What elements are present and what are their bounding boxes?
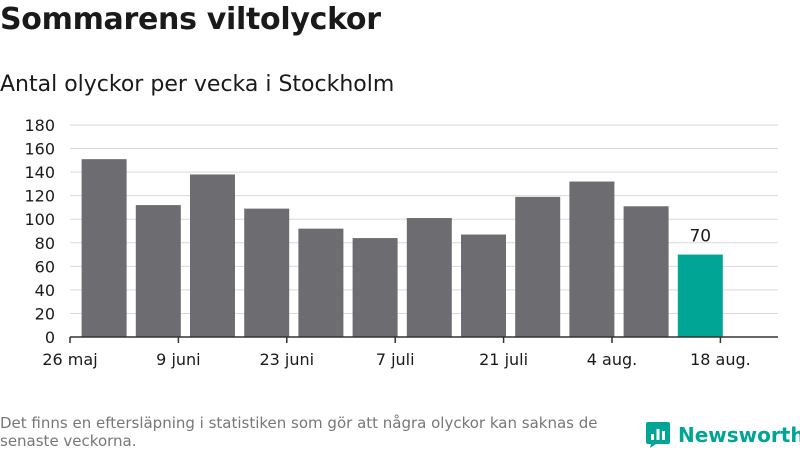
brand-name: Newsworthy	[678, 423, 800, 447]
bar-v30	[515, 196, 561, 337]
bar-v23	[135, 205, 181, 337]
x-tick-label: 21 juli	[479, 350, 528, 369]
data-labels: 70	[689, 227, 711, 247]
y-tick-label: 60	[35, 257, 55, 276]
y-tick-label: 100	[24, 210, 55, 229]
data-label: 70	[689, 227, 711, 247]
y-tick-label: 160	[24, 140, 55, 159]
y-tick-label: 140	[24, 163, 55, 182]
y-tick-label: 20	[35, 304, 55, 323]
y-tick-label: 80	[35, 234, 55, 253]
y-tick-label: 40	[35, 281, 55, 300]
bar-v33	[677, 254, 723, 337]
y-tick-label: 0	[45, 328, 55, 347]
bar-v25	[244, 208, 290, 337]
x-tick-label: 23 juni	[259, 350, 314, 369]
x-axis-tick-labels: 26 maj 9 juni 23 juni 7 juli 21 juli 4 aug. 18…	[42, 350, 750, 369]
bar-v31	[569, 181, 615, 337]
x-axis	[69, 336, 778, 343]
x-tick-label: 18 aug.	[690, 350, 751, 369]
bar-v26	[298, 228, 344, 337]
brand-logo[interactable]: Newsworthy	[645, 420, 800, 450]
bar-chart: 0 20 40 60 80 100 120 140 160 180 70 26 maj 9 juni…	[24, 116, 778, 369]
bar-v29	[461, 234, 506, 337]
x-tick-label: 26 maj	[42, 350, 97, 369]
bar-v27	[352, 238, 398, 337]
bar-v22	[81, 159, 127, 337]
x-tick-label: 4 aug.	[587, 350, 637, 369]
bar-v32	[623, 206, 669, 337]
chart-subtitle: Antal olyckor per vecka i Stockholm	[0, 72, 395, 97]
x-tick-label: 7 juli	[376, 350, 415, 369]
footnote: Det finns en eftersläpning i statistiken…	[0, 414, 598, 450]
y-tick-label: 120	[24, 187, 55, 206]
bars	[81, 159, 723, 337]
x-tick-label: 9 juni	[156, 350, 200, 369]
chart-title: Sommarens viltolyckor	[0, 2, 381, 37]
bar-v28	[406, 218, 452, 337]
y-axis-tick-labels: 0 20 40 60 80 100 120 140 160 180	[24, 116, 55, 347]
newsworthy-chart-logo-icon	[646, 422, 670, 448]
y-tick-label: 180	[24, 116, 55, 135]
bar-v24	[190, 174, 235, 337]
